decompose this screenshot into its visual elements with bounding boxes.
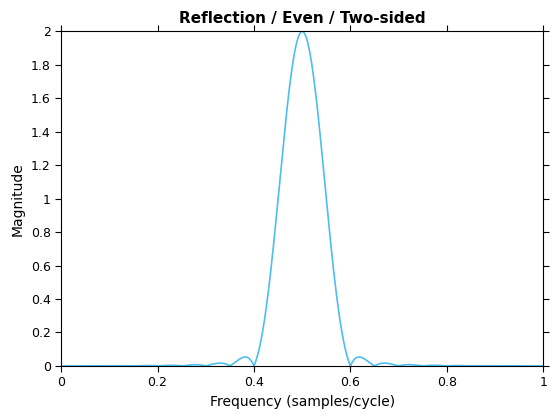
Title: Reflection / Even / Two-sided: Reflection / Even / Two-sided	[179, 11, 426, 26]
X-axis label: Frequency (samples/cycle): Frequency (samples/cycle)	[209, 395, 395, 409]
Y-axis label: Magnitude: Magnitude	[11, 162, 25, 236]
